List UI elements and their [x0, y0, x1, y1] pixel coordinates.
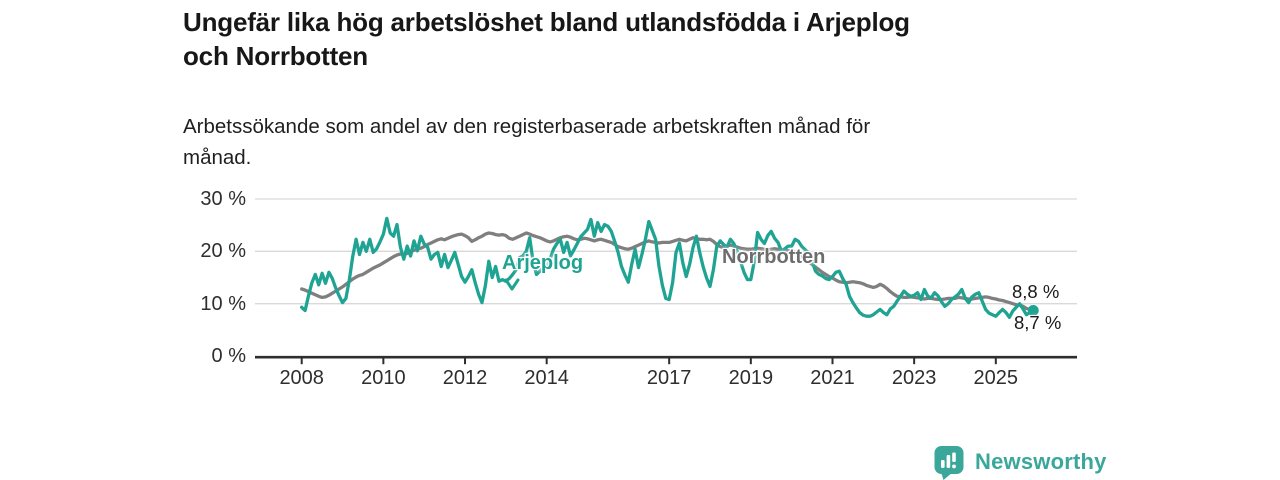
- title-line-2: och Norrbotten: [183, 41, 368, 71]
- newsworthy-logo-icon: [934, 446, 964, 480]
- series-end-dot-arjeplog: [1027, 304, 1039, 316]
- chart-subtitle: Arbetssökande som andel av den registerb…: [183, 111, 1083, 173]
- subtitle-line-2: månad.: [183, 146, 252, 169]
- label-arrow-icon: [504, 278, 520, 291]
- title-line-1: Ungefär lika hög arbetslöshet bland utla…: [183, 7, 910, 37]
- brand-name: Newsworthy: [975, 449, 1107, 474]
- brand-footer: Newsworthy: [932, 444, 1107, 480]
- series-line-arjeplog: [300, 216, 1035, 319]
- subtitle-line-1: Arbetssökande som andel av den registerb…: [183, 115, 871, 138]
- page-title: Ungefär lika hög arbetslöshet bland utla…: [183, 5, 1183, 73]
